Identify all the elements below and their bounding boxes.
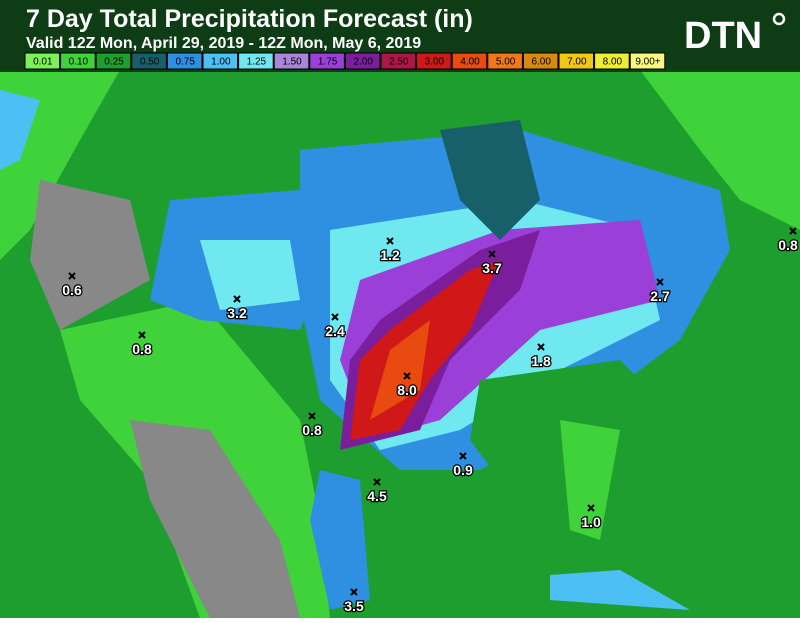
subtitle: Valid 12Z Mon, April 29, 2019 - 12Z Mon,… (26, 35, 421, 52)
legend-label: 4.00 (460, 57, 480, 68)
legend-label: 1.75 (318, 57, 338, 68)
legend-label: 1.25 (247, 57, 267, 68)
legend-swatch (24, 52, 61, 70)
legend-label: 0.75 (175, 57, 195, 68)
point-label: 2.7 (650, 288, 670, 304)
legend-label: 1.00 (211, 57, 231, 68)
legend-label: 0.50 (140, 57, 160, 68)
point-label: 1.2 (380, 247, 400, 263)
point-marker (386, 237, 394, 245)
point-labels: 0.6 0.8 3.2 2.4 1.2 3.7 2.7 0.8 1.8 8.0 0.8 0.9 4.5 1… (61, 227, 799, 615)
point-label: 0.9 (453, 462, 473, 478)
legend-swatch (95, 52, 132, 70)
point-marker (350, 588, 358, 596)
legend-label: 7.00 (567, 57, 587, 68)
legend-swatch (380, 52, 417, 70)
legend-label: 8.00 (603, 57, 623, 68)
legend-label: 6.00 (531, 57, 551, 68)
legend-swatch (451, 52, 488, 70)
logo: DTN (684, 15, 762, 57)
legend-swatch (202, 52, 239, 70)
point-marker (789, 227, 797, 235)
legend-swatch (416, 52, 452, 70)
legend-swatch (487, 52, 523, 70)
point-marker (403, 372, 411, 380)
point-marker (308, 412, 316, 420)
point-marker (656, 278, 664, 286)
legend-swatch (309, 52, 345, 70)
legend-swatch (522, 52, 559, 70)
point-label: 4.5 (367, 488, 387, 504)
point-marker (587, 504, 595, 512)
legend-label: 2.00 (353, 57, 373, 68)
point-label: 8.0 (397, 382, 417, 398)
legend-label: 3.00 (425, 57, 445, 68)
legend-swatch (238, 52, 274, 70)
point-label: 1.8 (531, 353, 551, 369)
point-marker (331, 313, 339, 321)
legend-label: 9.00+ (635, 57, 660, 68)
point-label: 3.7 (482, 260, 502, 276)
legend-swatch (131, 52, 167, 70)
point-label: 3.5 (344, 598, 364, 614)
legend-swatch (558, 52, 595, 70)
point-label: 1.0 (581, 514, 601, 530)
point-marker (68, 272, 76, 280)
legend-label: 0.10 (69, 57, 89, 68)
legend-swatch (344, 52, 381, 70)
legend-swatch (166, 52, 203, 70)
point-marker (373, 478, 381, 486)
legend-label: 0.01 (33, 57, 53, 68)
legend-label: 0.25 (104, 57, 124, 68)
legend-swatch (594, 52, 630, 70)
point-label: 3.2 (227, 305, 247, 321)
point-marker (138, 331, 146, 339)
point-label: 0.8 (132, 341, 152, 357)
legend-swatch (273, 52, 310, 70)
point-marker (537, 343, 545, 351)
logo-mark (772, 12, 786, 26)
point-marker (233, 295, 241, 303)
legend-label: 2.50 (389, 57, 409, 68)
point-marker (459, 452, 467, 460)
legend-swatch (60, 52, 96, 70)
point-label: 0.6 (62, 282, 82, 298)
legend: 0.01 0.10 0.25 0.50 0.75 1.00 1.25 1.50 1.75 2.00… (24, 52, 666, 70)
legend-swatch (629, 52, 666, 70)
legend-label: 1.50 (282, 57, 302, 68)
point-label: 0.8 (778, 237, 798, 253)
point-marker (488, 250, 496, 258)
title: 7 Day Total Precipitation Forecast (in) (26, 5, 473, 33)
point-label: 0.8 (302, 422, 322, 438)
point-label: 2.4 (325, 323, 345, 339)
legend-label: 5.00 (496, 57, 516, 68)
